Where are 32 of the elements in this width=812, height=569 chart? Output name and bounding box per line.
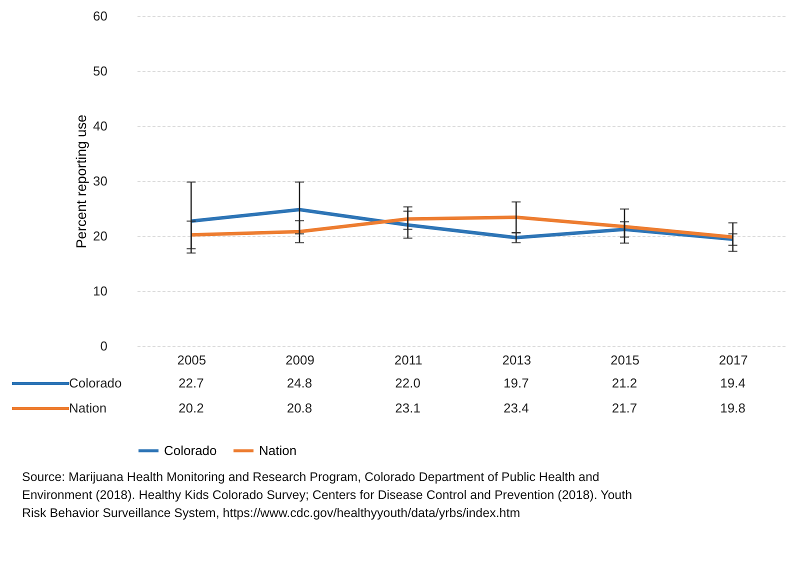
line-series — [189, 216, 735, 239]
y-tick-label: 50 — [93, 64, 108, 78]
legend-label: Nation — [69, 400, 107, 416]
data-label: 19.8 — [720, 400, 746, 416]
x-tick-label: 2015 — [610, 352, 640, 368]
data-label: 19.7 — [504, 376, 529, 390]
data-label: 24.8 — [286, 376, 312, 390]
y-tick-label: 30 — [93, 174, 108, 188]
x-tick-label: 2017 — [718, 352, 748, 368]
data-label: 22.0 — [395, 376, 420, 390]
data-label: 23.4 — [504, 400, 529, 416]
x-tick-label: 2013 — [502, 352, 532, 368]
y-tick-label: 20 — [93, 228, 108, 244]
legend-label: Colorado — [69, 376, 122, 390]
y-tick-label: 40 — [93, 118, 108, 134]
source-note: Source: Marijuana Health Monitoring and Research Program, Colorado Department of Public Health and Environment (2018). Healthy Kids Colorado Survey; Centers for Disease Control and Prevention (2018). Youth Risk Behavior Surveillance System, https://www.cdc.gov/healthyyouth/data/yrbs/index.htm — [22, 470, 632, 520]
data-label: 20.8 — [286, 400, 312, 416]
data-label: 19.4 — [720, 376, 746, 390]
y-axis-title: Percent reporting use — [73, 114, 90, 248]
data-label: 21.2 — [612, 376, 638, 390]
text: Colorado — [164, 442, 217, 458]
data-label: 20.2 — [178, 400, 204, 416]
x-tick-label: 2009 — [286, 352, 314, 368]
data-label: 23.1 — [395, 400, 420, 416]
y-tick-label: 0 — [100, 338, 108, 354]
y-tick-label: 60 — [93, 8, 108, 24]
x-tick-label: 2005 — [177, 352, 206, 368]
y-tick-label: 10 — [93, 284, 108, 298]
x-tick-label: 2011 — [394, 352, 422, 368]
data-label: 21.7 — [612, 400, 638, 416]
text: Nation — [259, 442, 297, 458]
data-label: 22.7 — [178, 376, 204, 390]
